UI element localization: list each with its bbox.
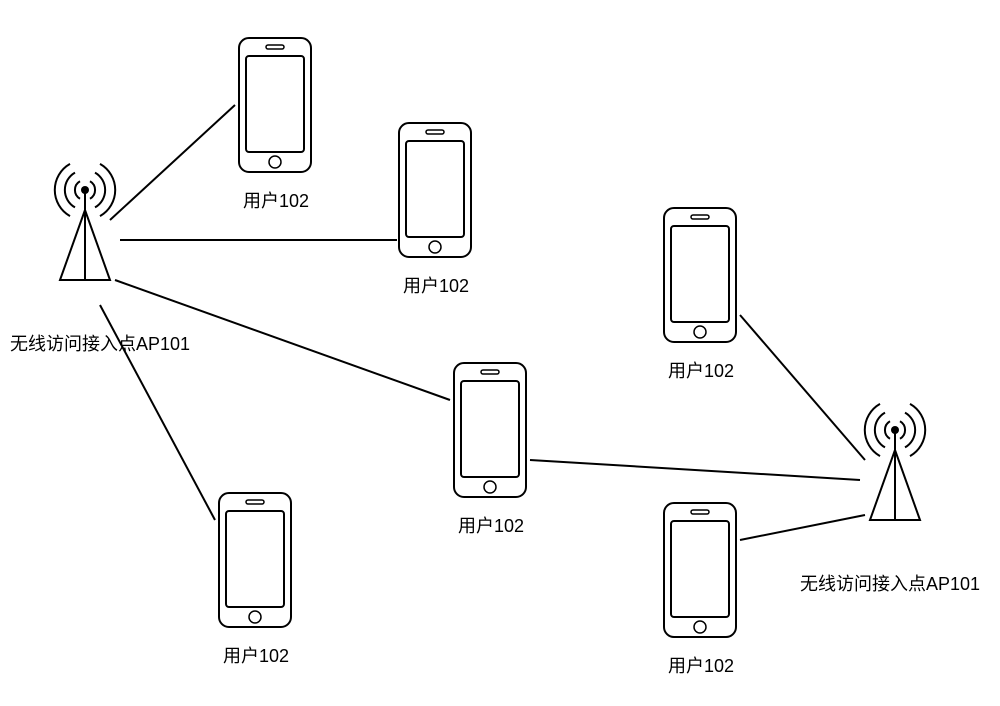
phone-icon — [664, 208, 736, 342]
edge — [740, 515, 865, 540]
user-label: 用户102 — [458, 512, 524, 538]
user-label: 用户102 — [243, 187, 309, 213]
phone-icon — [219, 493, 291, 627]
user-label: 用户102 — [223, 642, 289, 668]
phone-icon — [454, 363, 526, 497]
edge — [530, 460, 860, 480]
edge — [740, 315, 865, 460]
phone-icon — [399, 123, 471, 257]
access-point-icon — [55, 164, 115, 280]
phone-icon — [664, 503, 736, 637]
user-label: 用户102 — [403, 272, 469, 298]
phone-icon — [239, 38, 311, 172]
edge — [110, 105, 235, 220]
user-label: 用户102 — [668, 357, 734, 383]
user-label: 用户102 — [668, 652, 734, 678]
access-point-label: 无线访问接入点AP101 — [10, 330, 190, 356]
access-point-label: 无线访问接入点AP101 — [800, 570, 980, 596]
access-point-icon — [865, 404, 925, 520]
